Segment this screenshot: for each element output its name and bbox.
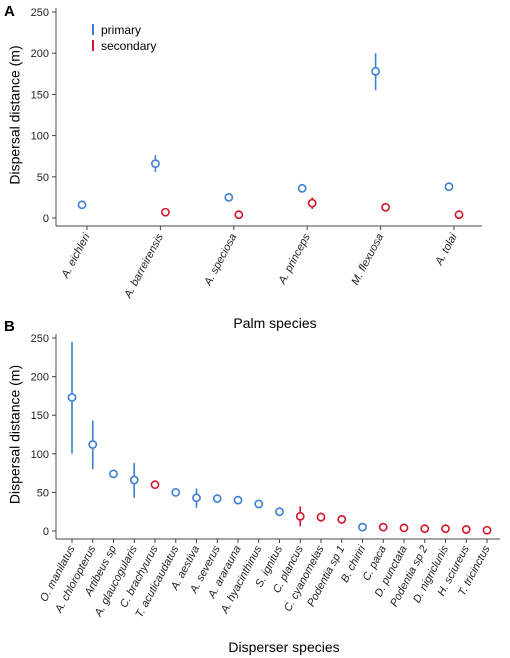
- x-tick-label: M. flexuosa: [349, 232, 386, 287]
- data-point: [160, 207, 170, 217]
- data-point: [224, 192, 234, 202]
- data-point: [482, 525, 492, 535]
- data-point: [77, 200, 87, 210]
- y-tick-label: 100: [31, 449, 49, 461]
- y-tick-label: 50: [37, 487, 49, 499]
- data-point: [192, 493, 201, 503]
- y-tick-label: 250: [31, 7, 49, 19]
- x-tick-label: A. barreirensis: [122, 231, 167, 301]
- data-point: [234, 210, 244, 220]
- data-point: [109, 469, 118, 479]
- data-point: [461, 525, 471, 534]
- data-point: [88, 440, 98, 449]
- y-tick-label: 200: [31, 48, 49, 60]
- data-point: [337, 515, 347, 524]
- data-point: [444, 182, 454, 192]
- data-point: [295, 511, 305, 521]
- data-point: [233, 495, 243, 505]
- y-axis-title: Dispersal distance (m): [7, 45, 23, 184]
- data-point: [381, 202, 390, 212]
- x-tick-label: A. eichleri: [59, 231, 93, 281]
- data-point: [420, 524, 430, 534]
- panel-b: B 0 50 100 150 200 250 Dispersal distance (m) Di…: [4, 318, 500, 655]
- data-point: [316, 512, 326, 522]
- panel-letter: B: [4, 318, 15, 335]
- data-point: [254, 499, 264, 509]
- data-point: [399, 523, 409, 533]
- data-point: [150, 159, 160, 169]
- y-tick-label: 0: [43, 526, 49, 538]
- x-tick-label: A. speciosa: [202, 232, 240, 289]
- x-axis-title: Palm species: [233, 315, 316, 331]
- data-point: [67, 393, 77, 402]
- data-point: [441, 524, 450, 534]
- data-point: [150, 480, 160, 490]
- legend-label: primary: [101, 23, 141, 37]
- x-tick-label: A. princeps: [276, 231, 313, 287]
- x-tick-label: A. tolai: [433, 231, 460, 268]
- data-point: [358, 522, 367, 532]
- y-tick-label: 100: [31, 131, 49, 143]
- data-point: [454, 210, 464, 220]
- data-point: [371, 66, 380, 76]
- data-point: [129, 475, 139, 485]
- y-tick-label: 250: [31, 333, 49, 345]
- data-point: [307, 198, 317, 208]
- y-tick-label: 200: [31, 372, 49, 384]
- data-point: [171, 487, 181, 497]
- y-tick-label: 50: [37, 172, 49, 184]
- y-axis-title: Dispersal distance (m): [7, 365, 23, 504]
- panel-a: A 0 50 100 150 200 250 Dispersal distance (m) Pa…: [4, 3, 482, 331]
- legend-label: secondary: [101, 39, 156, 53]
- data-point: [212, 494, 222, 503]
- data-point: [275, 507, 284, 517]
- panel-letter: A: [4, 3, 15, 20]
- y-tick-label: 0: [43, 213, 49, 225]
- data-point: [378, 522, 388, 532]
- y-tick-label: 150: [31, 89, 49, 101]
- y-tick-label: 150: [31, 410, 49, 422]
- data-point: [297, 183, 307, 193]
- x-axis-title: Disperser species: [228, 639, 339, 655]
